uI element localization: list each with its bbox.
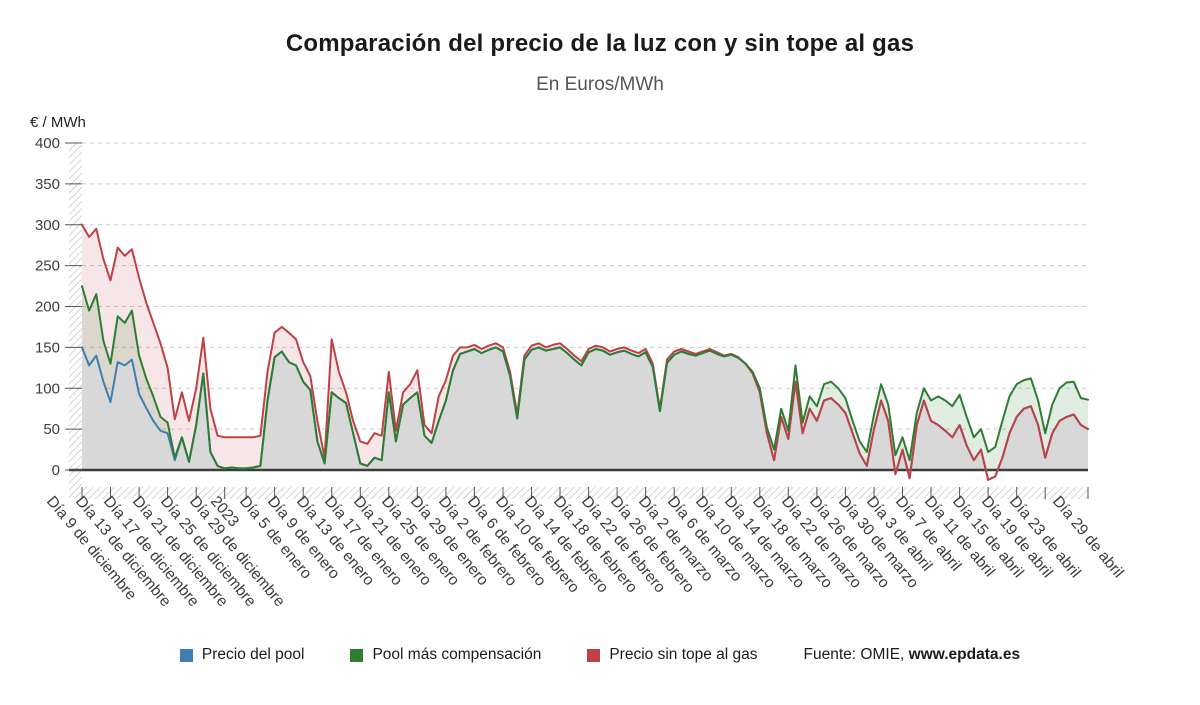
source-prefix: Fuente: OMIE, — [803, 646, 909, 663]
legend-label-pool: Precio del pool — [201, 646, 305, 663]
legend-item-sin-tope[interactable]: Precio sin tope al gas — [587, 646, 758, 664]
y-axis-label: 0 — [52, 462, 60, 479]
x-axis-band — [69, 487, 1088, 499]
legend-item-pool-compensacion[interactable]: Pool más compensación — [350, 646, 541, 664]
y-axis-label: 50 — [43, 421, 60, 438]
y-axis-unit-label: € / MWh — [30, 114, 86, 131]
legend-item-pool[interactable]: Precio del pool — [179, 646, 305, 664]
legend-label-sin-tope: Precio sin tope al gas — [609, 646, 758, 663]
line-sin-tope — [81, 223, 1089, 481]
chart-subtitle: En Euros/MWh — [536, 74, 664, 95]
chart-title: Comparación del precio de la luz con y s… — [285, 30, 915, 57]
y-axis-band — [69, 143, 82, 487]
legend-swatch-pool-icon — [179, 648, 193, 662]
y-axis-label: 100 — [35, 380, 60, 397]
source-credit: Fuente: OMIE, www.epdata.es — [804, 646, 1021, 664]
line-pool-compensacion — [81, 285, 1089, 470]
y-axis-label: 350 — [35, 176, 60, 193]
y-axis-label: 150 — [35, 339, 60, 356]
legend-swatch-pool-compensacion-icon — [350, 648, 364, 662]
y-axis-label: 300 — [35, 217, 60, 234]
area-pool — [82, 347, 1088, 470]
y-axis-label: 250 — [35, 258, 60, 275]
legend-label-pool-compensacion: Pool más compensación — [372, 646, 542, 663]
y-axis-label: 200 — [35, 299, 60, 316]
source-site-link[interactable]: www.epdata.es — [908, 646, 1021, 663]
y-axis-label: 400 — [35, 135, 60, 152]
legend: Precio del pool Pool más compensación Pr… — [0, 646, 1200, 664]
legend-swatch-sin-tope-icon — [587, 648, 601, 662]
